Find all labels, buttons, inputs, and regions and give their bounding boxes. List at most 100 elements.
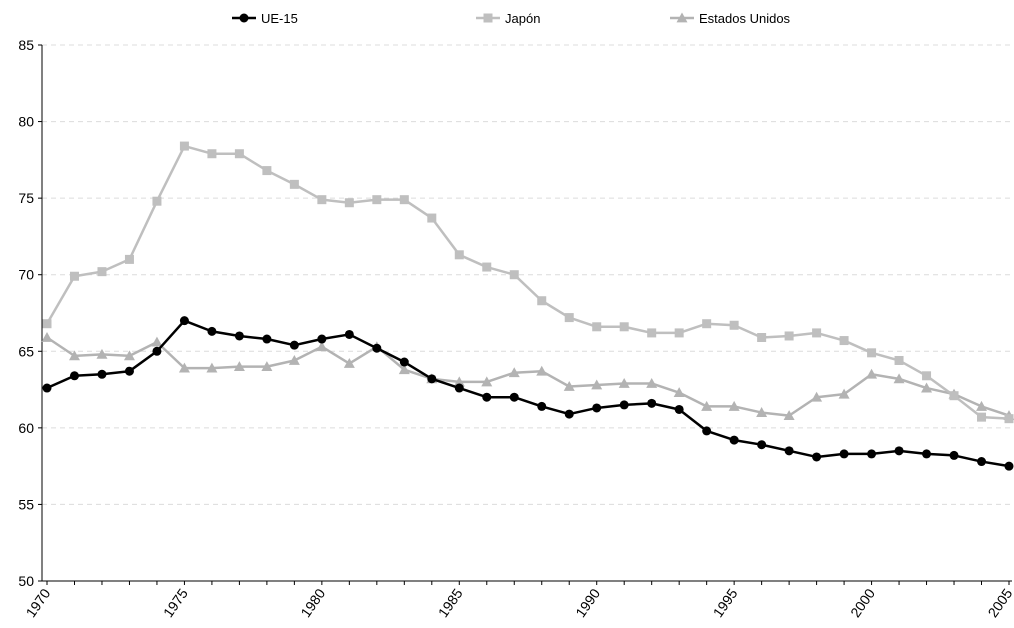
data-point: [289, 179, 299, 189]
data-point: [509, 270, 519, 280]
y-tick-label: 60: [18, 420, 34, 436]
data-point: [537, 296, 547, 306]
data-point: [893, 373, 905, 384]
data-point: [234, 149, 244, 159]
data-point: [949, 450, 959, 460]
data-point: [618, 377, 630, 388]
data-point: [619, 322, 629, 332]
data-point: [1004, 461, 1014, 471]
data-point: [233, 361, 245, 371]
data-point: [124, 254, 134, 264]
data-point: [949, 391, 959, 401]
data-point: [564, 409, 574, 419]
data-point: [206, 362, 218, 373]
data-point: [839, 449, 849, 459]
data-point: [372, 343, 382, 353]
data-point: [646, 377, 658, 388]
data-point: [784, 331, 794, 341]
data-point: [453, 376, 465, 387]
x-tick-label: 2000: [847, 585, 878, 620]
data-point: [179, 316, 189, 326]
data-point: [976, 400, 988, 411]
data-point: [96, 348, 108, 359]
data-point: [867, 449, 877, 459]
y-tick-label: 80: [18, 114, 34, 130]
data-point: [427, 374, 437, 384]
y-tick-label: 50: [18, 573, 34, 589]
legend-swatch-marker: [676, 12, 688, 23]
data-point: [482, 392, 492, 402]
data-point: [343, 358, 355, 368]
data-point: [811, 391, 823, 402]
data-point: [977, 412, 987, 422]
data-point: [921, 382, 933, 393]
legend-swatch-marker: [483, 13, 493, 23]
gridlines: [42, 44, 1012, 505]
x-tick-label: 2005: [984, 585, 1014, 620]
data-point: [674, 328, 684, 338]
data-point: [123, 350, 135, 361]
series-line: [45, 144, 1010, 420]
data-point: [894, 446, 904, 456]
legend-label: Japón: [505, 11, 540, 26]
data-point: [344, 198, 354, 208]
x-axis-ticks: 1970 1975 1980 1985 1990 1995 2000 2005: [22, 581, 1014, 620]
x-tick-label: 1980: [297, 585, 328, 620]
y-tick-label: 75: [18, 190, 34, 206]
data-point: [977, 457, 987, 467]
data-point: [784, 446, 794, 456]
data-point: [262, 334, 272, 344]
data-point: [812, 328, 822, 338]
data-point: [41, 332, 53, 342]
legend-label: UE-15: [261, 11, 298, 26]
data-point: [757, 333, 767, 343]
data-point: [399, 357, 409, 367]
series-group: [41, 141, 1014, 471]
legend-swatch-marker: [239, 13, 249, 23]
data-point: [482, 262, 492, 272]
data-point: [262, 166, 272, 176]
series-line: [46, 319, 1010, 468]
data-point: [536, 365, 548, 376]
data-point: [399, 195, 409, 205]
data-point: [866, 368, 878, 379]
data-point: [508, 367, 520, 378]
data-point: [427, 213, 437, 223]
data-point: [372, 195, 382, 205]
y-axis-ticks: 50 55 60 65 70 75 80 85: [18, 37, 42, 589]
data-point: [454, 383, 464, 393]
data-point: [894, 355, 904, 365]
y-tick-label: 70: [18, 267, 34, 283]
data-point: [756, 407, 768, 417]
data-point: [729, 435, 739, 445]
data-point: [207, 149, 217, 159]
data-point: [316, 341, 328, 352]
data-point: [124, 366, 134, 376]
data-point: [1004, 414, 1014, 424]
data-point: [838, 388, 850, 399]
data-point: [481, 376, 493, 387]
data-point: [97, 369, 107, 379]
x-tick-label: 1975: [160, 585, 191, 620]
series-estados-unidos: [41, 332, 1014, 421]
data-point: [288, 354, 300, 365]
data-point: [701, 400, 713, 411]
data-point: [207, 326, 217, 336]
data-point: [151, 336, 163, 347]
legend: UE-15 Japón Estados Unidos: [232, 11, 791, 26]
legend-item: Estados Unidos: [670, 11, 791, 26]
data-point: [922, 371, 932, 381]
data-point: [398, 364, 410, 375]
data-point: [619, 400, 629, 410]
data-point: [69, 371, 79, 381]
data-point: [261, 361, 273, 371]
y-tick-label: 65: [18, 343, 34, 359]
data-point: [317, 195, 327, 205]
x-tick-label: 1990: [572, 585, 603, 620]
data-point: [454, 250, 464, 260]
data-point: [152, 346, 162, 356]
data-point: [702, 426, 712, 436]
data-point: [42, 383, 52, 393]
data-point: [647, 398, 657, 408]
